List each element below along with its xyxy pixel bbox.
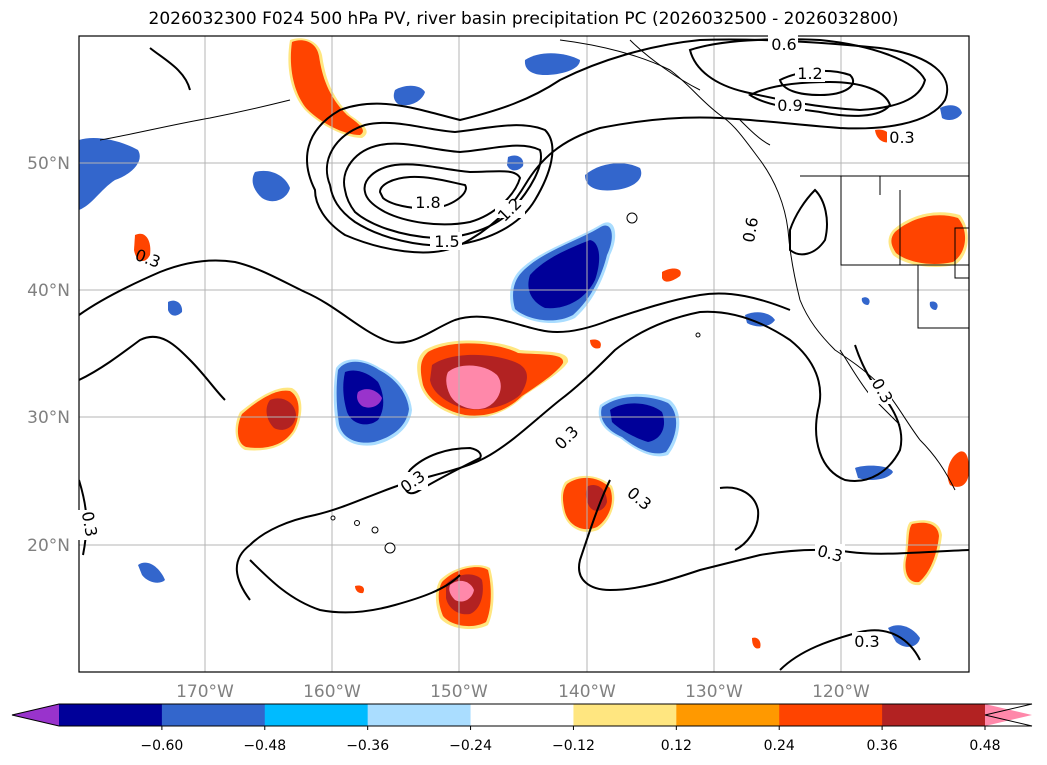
precip-negative-area: [585, 163, 642, 191]
precip-positive-area: [355, 585, 365, 594]
contour-label: 0.3: [551, 422, 582, 453]
contour-label: 0.3: [133, 245, 163, 272]
colorbar-cell: [882, 704, 986, 726]
lon-tick-label: 130°W: [685, 682, 743, 702]
contour-label: 0.6: [771, 35, 796, 54]
precip-positive-area: [875, 129, 891, 143]
contour-label: 0.6: [739, 216, 762, 244]
precip-negative-area: [168, 300, 183, 316]
precip-positive-area: [449, 580, 474, 602]
colorbar-tick-label: 0.24: [764, 738, 795, 754]
precip-negative-area: [610, 403, 665, 442]
colorbar-outline: [11, 703, 1033, 727]
colorbar-tick-label: −0.36: [346, 738, 389, 754]
precip-negative-area: [393, 85, 425, 106]
precip-negative-area: [138, 562, 165, 583]
precip-negative-area: [528, 240, 600, 309]
contour-label: 0.3: [78, 510, 101, 538]
contour-label: 0.3: [854, 632, 879, 651]
colorbar: −0.60 −0.48 −0.36 −0.24 −0.12 0.12 0.24 0.36 0.4…: [11, 703, 1033, 754]
precip-negative-area: [888, 625, 920, 647]
lon-tick-label: 120°W: [812, 682, 870, 702]
precip-positive-area: [947, 451, 969, 487]
precip-shading: [79, 38, 969, 649]
lon-tick-label: 150°W: [430, 682, 488, 702]
precip-negative-area: [79, 138, 140, 210]
lat-tick-label: 40°N: [27, 281, 70, 301]
contour-label: 0.3: [397, 467, 429, 497]
precip-positive-area: [891, 215, 966, 264]
colorbar-cell: [264, 704, 369, 726]
precip-negative-area: [940, 105, 962, 121]
contour-label: 0.3: [623, 483, 655, 514]
colorbar-extend-max: [985, 704, 1032, 726]
precip-positive-area: [266, 398, 296, 430]
colorbar-tick-label: −0.24: [449, 738, 492, 754]
contour-label: 0.3: [889, 128, 914, 147]
pv-contours: [79, 38, 969, 671]
precip-negative-area: [252, 170, 290, 202]
precip-negative-area: [861, 297, 870, 305]
colorbar-tick-label: 0.48: [969, 738, 1000, 754]
precip-positive-area: [662, 268, 681, 282]
colorbar-cell: [573, 704, 677, 726]
colorbar-extend-min: [12, 704, 59, 726]
lon-tick-label: 160°W: [303, 682, 361, 702]
contour-label: 1.5: [434, 232, 459, 251]
islands: [330, 212, 701, 554]
precip-positive-area: [590, 339, 601, 349]
colorbar-tick-label: −0.60: [140, 738, 183, 754]
precip-negative-area: [745, 312, 775, 327]
lat-tick-label: 20°N: [27, 536, 70, 556]
colorbar-tick-label: 0.36: [867, 738, 898, 754]
map-frame: [78, 35, 970, 673]
precip-positive-area: [134, 233, 151, 262]
colorbar-cell: [676, 704, 780, 726]
lat-tick-label: 30°N: [27, 408, 70, 428]
colorbar-cell: [779, 704, 883, 726]
lon-tick-label: 170°W: [176, 682, 234, 702]
colorbar-cell: [161, 704, 266, 726]
colorbar-tick-label: 0.12: [661, 738, 692, 754]
colorbar-cell: [59, 704, 163, 726]
contour-label: 1.2: [797, 64, 822, 83]
colorbar-cell: [367, 704, 472, 726]
precip-positive-area: [446, 365, 501, 410]
precip-negative-area: [929, 301, 938, 310]
lon-tick-label: 140°W: [558, 682, 616, 702]
contour-label: 0.9: [777, 96, 802, 115]
colorbar-tick-label: −0.48: [243, 738, 286, 754]
contour-label: 1.8: [415, 193, 440, 212]
lat-tick-label: 50°N: [27, 154, 70, 174]
precip-positive-area: [290, 40, 363, 135]
colorbar-cell: [470, 704, 574, 726]
precip-positive-area: [752, 637, 761, 649]
precip-negative-area: [524, 53, 580, 75]
precip-positive-area: [585, 484, 607, 511]
precip-negative-area: [357, 389, 382, 408]
colorbar-tick-label: −0.12: [552, 738, 595, 754]
precip-negative-area: [855, 465, 893, 480]
map-title: 2026032300 F024 500 hPa PV, river basin …: [148, 9, 899, 29]
